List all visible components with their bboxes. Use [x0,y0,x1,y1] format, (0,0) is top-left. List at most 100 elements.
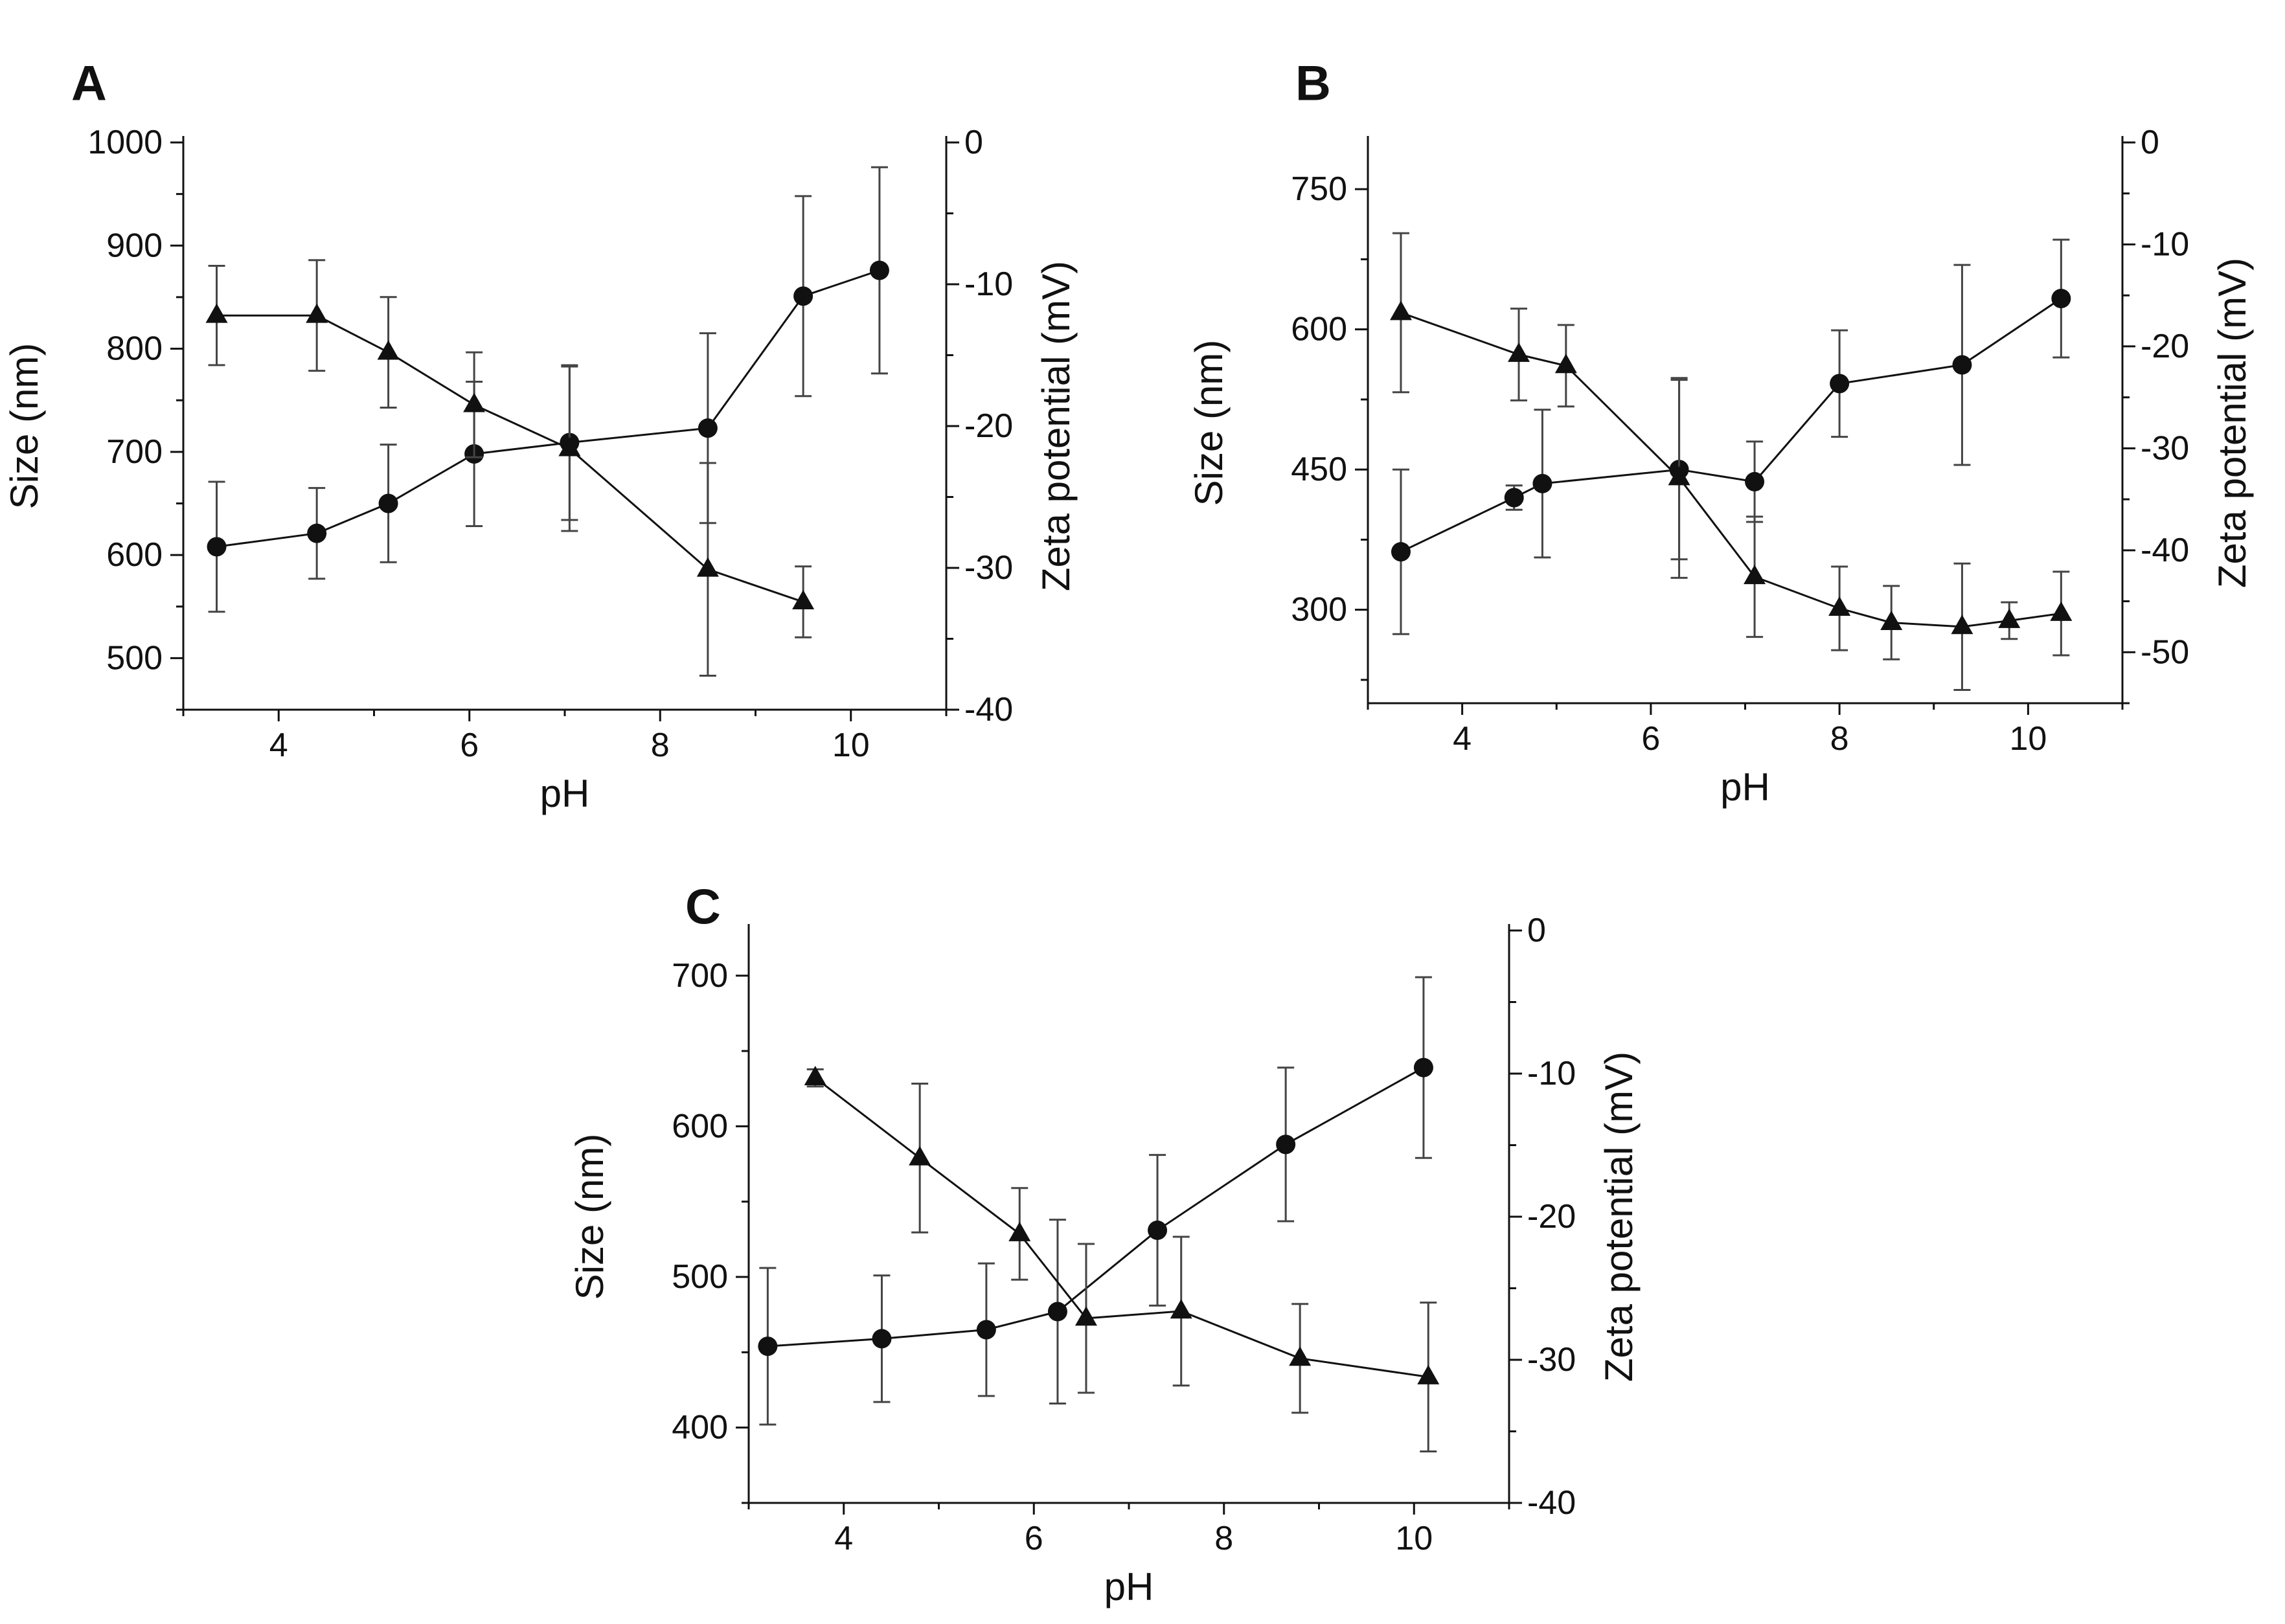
panel-c: C 4 6 8 10 400 500 600 700 -40 -30 -20 -10 0 pH Size (n… [568,879,1641,1608]
x-tick-label: 6 [460,727,479,764]
y-tick-label: 600 [672,1107,728,1145]
zeta-point [1554,354,1577,374]
x-axis-title: pH [1720,765,1770,809]
zeta-series-line [1400,311,2062,628]
x-tick-label: 8 [651,727,670,764]
zeta-point [1828,596,1851,616]
zeta-point [1074,1306,1097,1326]
size-point [2051,289,2071,309]
y-tick-label: 1000 [87,124,163,161]
y-axis-title: Size (nm) [1187,340,1231,506]
zeta-point [1389,300,1412,321]
zeta-point [1289,1346,1312,1366]
panel-b: B 4 6 8 10 300 450 600 750 -50 -40 -30 -20 -10 0 pH Size… [1187,56,2254,809]
panel-letter: B [1295,56,1331,111]
zeta-point [1998,608,2021,628]
zeta-point [306,303,328,323]
zeta-point [1744,565,1766,585]
size-point [793,286,813,306]
y-tick-label: 500 [672,1258,728,1296]
panel-letter: C [685,879,721,934]
zeta-point [1508,342,1530,362]
zeta-point [804,1066,826,1086]
size-point [872,1329,892,1349]
y2-tick-label: -40 [2141,532,2189,569]
size-point [1148,1220,1168,1240]
y2-tick-label: 0 [2141,124,2159,161]
y2-tick-label: -30 [964,549,1013,587]
zeta-point [792,589,815,609]
panel-a: A 4 6 8 10 500 600 700 800 900 1000 -40 -30 -20 -10 0 pH… [3,56,1078,815]
y-tick-label: 500 [106,639,163,677]
x-tick-label: 6 [1025,1520,1043,1557]
size-point [1276,1134,1296,1155]
zeta-series-line [814,1077,1429,1378]
zeta-series-line [216,314,804,603]
y-tick-label: 450 [1291,451,1347,488]
y-tick-label: 600 [1291,311,1347,348]
y2-tick-label: -20 [1527,1198,1576,1235]
size-point [1830,374,1850,394]
y2-tick-label: 0 [1527,912,1546,949]
zeta-point [1668,466,1690,486]
size-point [1504,488,1524,508]
size-point [869,260,889,280]
zeta-point [463,392,486,412]
size-point [1952,355,1972,375]
x-tick-label: 8 [1214,1520,1233,1557]
x-axis-title: pH [1104,1565,1154,1608]
size-point [1532,473,1552,493]
y-tick-label: 900 [106,227,163,264]
size-point [1047,1302,1067,1322]
y-axis-title: Size (nm) [3,343,46,510]
size-point [698,418,718,438]
zeta-point [1008,1221,1031,1241]
y2-tick-label: -20 [2141,328,2189,365]
zeta-point [558,436,581,457]
y-tick-label: 600 [106,536,163,574]
x-tick-label: 8 [1830,720,1849,758]
y2-tick-label: -10 [2141,225,2189,263]
x-tick-label: 10 [1395,1520,1433,1557]
size-point [976,1320,996,1340]
y2-tick-label: -20 [964,407,1013,445]
y2-tick-label: 0 [964,124,983,161]
size-point [1413,1057,1433,1077]
y2-axis-title: Zeta potential (mV) [1597,1052,1641,1382]
y2-axis-title: Zeta potential (mV) [2211,258,2254,588]
y-tick-label: 800 [106,330,163,368]
zeta-point [1951,615,1973,635]
x-tick-label: 10 [832,727,870,764]
zeta-point [205,303,228,323]
y2-tick-label: -40 [964,691,1013,728]
y-tick-label: 750 [1291,170,1347,208]
size-point [378,493,398,513]
x-tick-label: 6 [1641,720,1660,758]
y2-tick-label: -30 [2141,429,2189,467]
zeta-point [696,557,719,577]
y-tick-label: 700 [672,957,728,995]
zeta-point [1417,1364,1440,1384]
y2-tick-label: -10 [964,265,1013,303]
y-tick-label: 400 [672,1409,728,1447]
zeta-point [1880,611,1903,631]
y2-axis-title: Zeta potential (mV) [1034,261,1078,591]
size-point [758,1336,778,1357]
y2-tick-label: -50 [2141,633,2189,671]
size-series-line [767,1066,1424,1348]
zeta-point [909,1145,931,1166]
size-point [1391,542,1411,562]
size-point [1745,471,1765,491]
y-axis-title: Size (nm) [568,1134,611,1300]
panel-letter: A [71,56,107,111]
x-tick-label: 4 [1453,720,1472,758]
y2-tick-label: -10 [1527,1055,1576,1092]
y-tick-label: 700 [106,433,163,471]
y-tick-label: 300 [1291,591,1347,629]
x-tick-label: 4 [834,1520,853,1557]
size-point [307,523,327,543]
size-point [207,537,227,557]
zeta-point [377,340,400,360]
y2-tick-label: -40 [1527,1484,1576,1522]
